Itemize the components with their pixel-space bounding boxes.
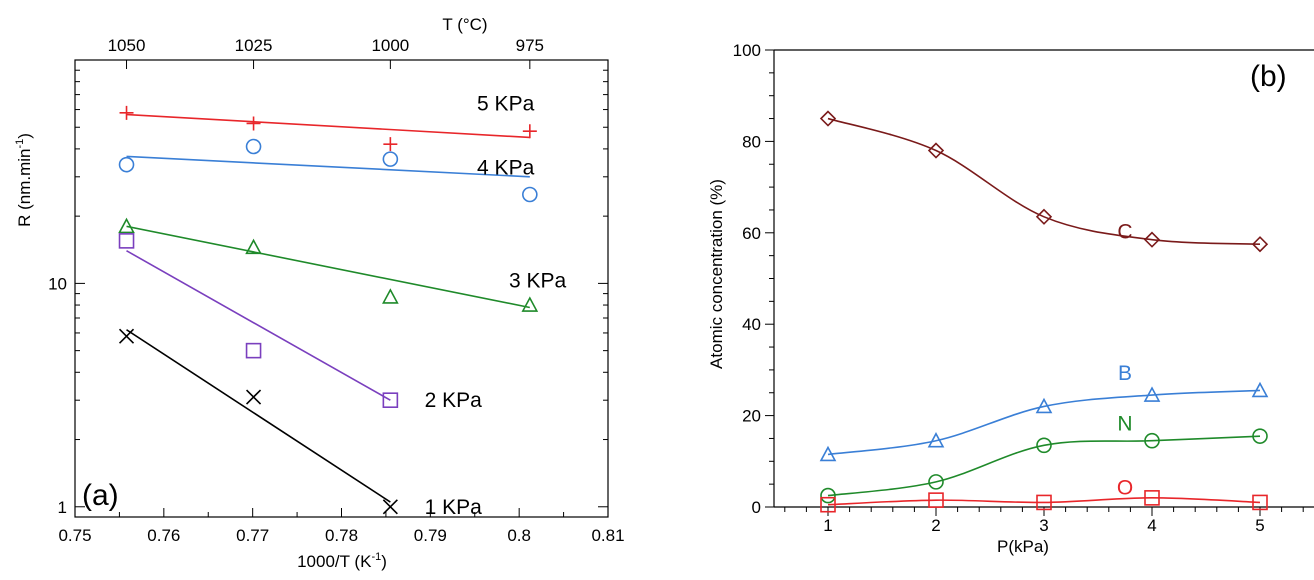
y-axis-title-a: R (nm.min-1) <box>14 133 34 227</box>
y-tick-label-b: 40 <box>742 315 761 334</box>
series-label-b: B <box>1118 362 1132 385</box>
data-point-b <box>1144 432 1160 449</box>
data-point-a <box>246 116 261 131</box>
series-label-a: 1 KPa <box>425 496 483 519</box>
data-point-a <box>522 124 537 139</box>
data-point-a <box>382 288 399 304</box>
series-a-2-kpa: 2 KPa <box>118 233 483 412</box>
series-line-b <box>827 117 1261 246</box>
x-axis-title-b: P(kPa) <box>997 537 1049 556</box>
top-tick-label-a: 975 <box>516 36 544 55</box>
y-tick-label-a: 10 <box>48 274 67 293</box>
data-point-b <box>927 142 945 159</box>
panel-label-b: (b) <box>1250 60 1287 93</box>
data-point-b <box>1035 208 1053 225</box>
fit-line-a <box>126 113 530 139</box>
series-a-3-kpa: 3 KPa <box>118 217 567 312</box>
series-b-n: N <box>820 412 1268 504</box>
series-b-b: B <box>819 362 1269 462</box>
x-tick-label-b: 3 <box>1039 516 1048 535</box>
chart-b: 0 20 40 60 80 100 1 2 3 4 5 C B N O <box>733 41 1314 535</box>
data-point-a <box>245 238 262 255</box>
series-a-4-kpa: 4 KPa <box>118 138 538 203</box>
fit-line-a <box>126 225 530 309</box>
x-tick-label-a: 0.75 <box>58 526 91 545</box>
top-tick-label-a: 1050 <box>108 36 146 55</box>
data-point-a <box>382 392 399 408</box>
chart-a: 0.75 0.76 0.77 0.78 0.79 0.8 0.81 1050 1025 1000 9… <box>48 36 624 545</box>
data-point-b <box>1251 381 1269 398</box>
series-line-b <box>827 497 1261 506</box>
data-point-b <box>1251 236 1269 253</box>
series-label-b: O <box>1117 476 1133 499</box>
series-b-c: C <box>819 110 1269 253</box>
x-axis-title-a: 1000/T (K-1) <box>297 551 387 571</box>
fit-line-a <box>126 250 391 401</box>
series-b-o: O <box>820 476 1268 513</box>
data-point-a <box>383 137 398 152</box>
x-tick-label-b: 2 <box>931 516 940 535</box>
top-tick-label-a: 1000 <box>371 36 409 55</box>
y-tick-label-b: 100 <box>733 41 761 60</box>
x-tick-label-a: 0.77 <box>236 526 269 545</box>
data-point-a <box>382 499 398 515</box>
x-tick-label-b: 5 <box>1255 516 1264 535</box>
series-a-1-kpa: 1 KPa <box>118 328 483 519</box>
data-point-b <box>1252 494 1268 511</box>
fit-line-a <box>126 155 530 178</box>
data-point-b <box>820 487 836 504</box>
series-line-b <box>827 435 1261 497</box>
data-point-a <box>382 151 399 167</box>
top-tick-label-a: 1025 <box>235 36 273 55</box>
data-point-b <box>928 492 944 508</box>
series-label-a: 5 KPa <box>477 92 535 115</box>
top-axis-title-a: T (°C) <box>442 15 487 34</box>
x-tick-label-a: 0.76 <box>147 526 180 545</box>
data-point-a <box>118 233 135 249</box>
data-point-b <box>1036 494 1052 511</box>
x-tick-label-b: 4 <box>1147 516 1156 535</box>
data-point-b <box>820 496 836 513</box>
series-label-a: 2 KPa <box>425 389 483 412</box>
y-tick-label-b: 60 <box>742 224 761 243</box>
x-tick-label-a: 0.79 <box>414 526 447 545</box>
series-label-a: 3 KPa <box>509 270 567 293</box>
x-tick-label-a: 0.78 <box>325 526 358 545</box>
series-line-b <box>827 389 1261 456</box>
data-point-b <box>928 474 944 490</box>
data-point-a <box>521 296 539 312</box>
y-tick-label-b: 0 <box>752 498 761 517</box>
data-point-a <box>245 138 262 155</box>
data-point-b <box>927 432 945 448</box>
series-label-b: N <box>1117 412 1132 435</box>
x-tick-label-a: 0.81 <box>591 526 624 545</box>
y-tick-label-a: 1 <box>58 498 67 517</box>
series-label-a: 4 KPa <box>477 157 535 180</box>
x-tick-label-a: 0.8 <box>507 526 531 545</box>
data-point-b <box>819 445 837 462</box>
data-point-b <box>819 110 837 127</box>
data-point-b <box>1144 490 1160 506</box>
data-point-b <box>1035 397 1053 414</box>
panel-label-a: (a) <box>82 479 119 512</box>
data-point-a <box>118 328 135 344</box>
data-point-b <box>1143 386 1161 402</box>
data-point-b <box>1036 437 1052 454</box>
y-tick-label-b: 20 <box>742 407 761 426</box>
data-point-a <box>245 389 262 405</box>
fit-line-a <box>126 329 391 503</box>
data-point-b <box>1252 428 1268 444</box>
data-point-a <box>522 186 538 203</box>
data-point-a <box>118 217 135 234</box>
y-axis-title-b: Atomic concentration (%) <box>707 179 726 369</box>
data-point-a <box>118 156 135 173</box>
data-point-a <box>119 105 134 120</box>
x-tick-label-b: 1 <box>823 516 832 535</box>
series-label-b: C <box>1117 221 1132 244</box>
series-a-5-kpa: 5 KPa <box>119 92 537 152</box>
data-point-a <box>245 342 262 359</box>
data-point-b <box>1143 231 1161 248</box>
y-tick-label-b: 80 <box>742 132 761 151</box>
